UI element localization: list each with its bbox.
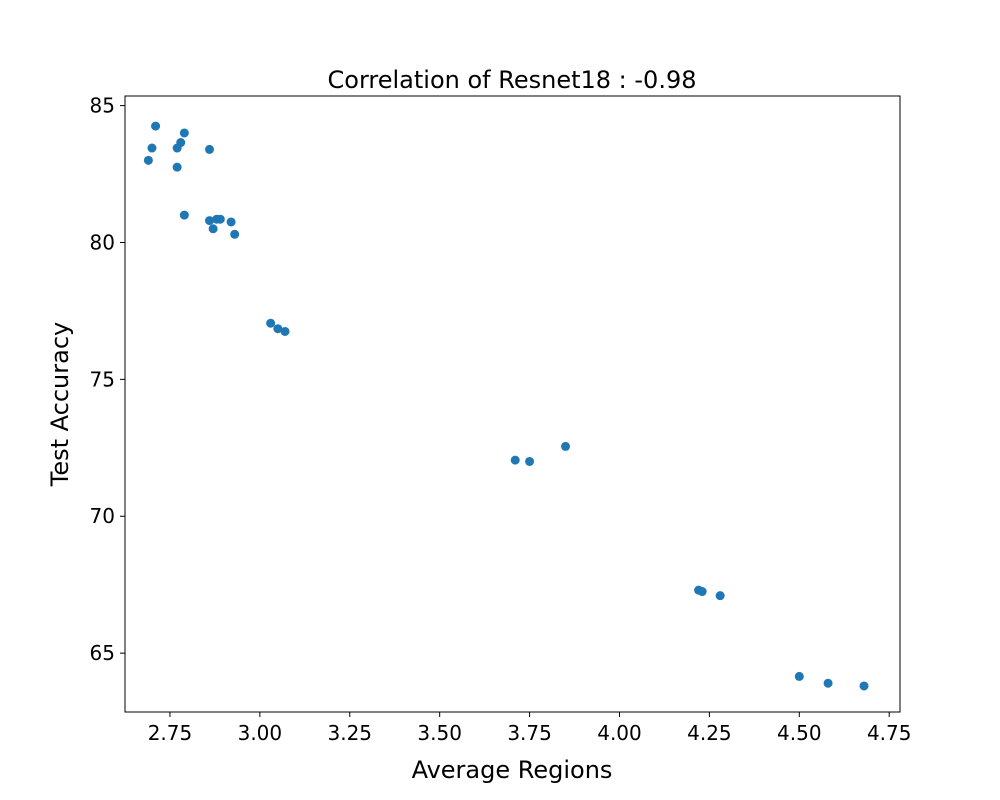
data-point [561, 441, 571, 451]
y-tick-label: 75 [90, 367, 115, 391]
data-point [273, 324, 283, 334]
x-tick-label: 3.00 [238, 721, 283, 745]
data-point [510, 455, 520, 465]
y-tick-label: 65 [90, 641, 115, 665]
x-tick-label: 4.00 [597, 721, 642, 745]
x-tick-label: 4.75 [867, 721, 912, 745]
y-axis-ticks: 65 70 75 80 85 [90, 94, 125, 665]
data-point [230, 229, 240, 239]
y-axis-label: Test Accuracy [46, 322, 74, 487]
data-point [859, 681, 869, 691]
data-point [172, 162, 182, 172]
x-tick-label: 3.50 [417, 721, 462, 745]
data-point [266, 318, 276, 328]
data-point [280, 326, 290, 336]
data-point [205, 144, 215, 154]
data-point [697, 587, 707, 597]
y-tick-label: 80 [90, 230, 115, 254]
x-tick-label: 3.75 [507, 721, 552, 745]
x-tick-label: 4.50 [777, 721, 822, 745]
x-axis-label: Average Regions [412, 756, 613, 784]
data-point [143, 155, 153, 165]
data-point [715, 591, 725, 601]
scatter-points [143, 121, 869, 691]
x-tick-label: 3.25 [328, 721, 373, 745]
data-point [525, 456, 535, 466]
data-point [179, 210, 189, 220]
x-tick-label: 4.25 [687, 721, 732, 745]
y-tick-label: 70 [90, 504, 115, 528]
data-point [226, 217, 236, 227]
data-point [794, 671, 804, 681]
x-tick-label: 2.75 [148, 721, 193, 745]
chart-title: Correlation of Resnet18 : -0.98 [328, 66, 697, 94]
data-point [147, 143, 157, 153]
data-point [172, 143, 182, 153]
plot-area-frame [124, 95, 901, 713]
data-point [179, 128, 189, 138]
y-tick-label: 85 [90, 94, 115, 118]
data-point [215, 214, 225, 224]
data-point [205, 216, 215, 226]
x-axis-ticks: 2.75 3.00 3.25 3.50 3.75 4.00 4.25 4.50 4.75 [148, 712, 912, 745]
data-point [151, 121, 161, 131]
data-point [823, 678, 833, 688]
data-point [208, 224, 218, 234]
